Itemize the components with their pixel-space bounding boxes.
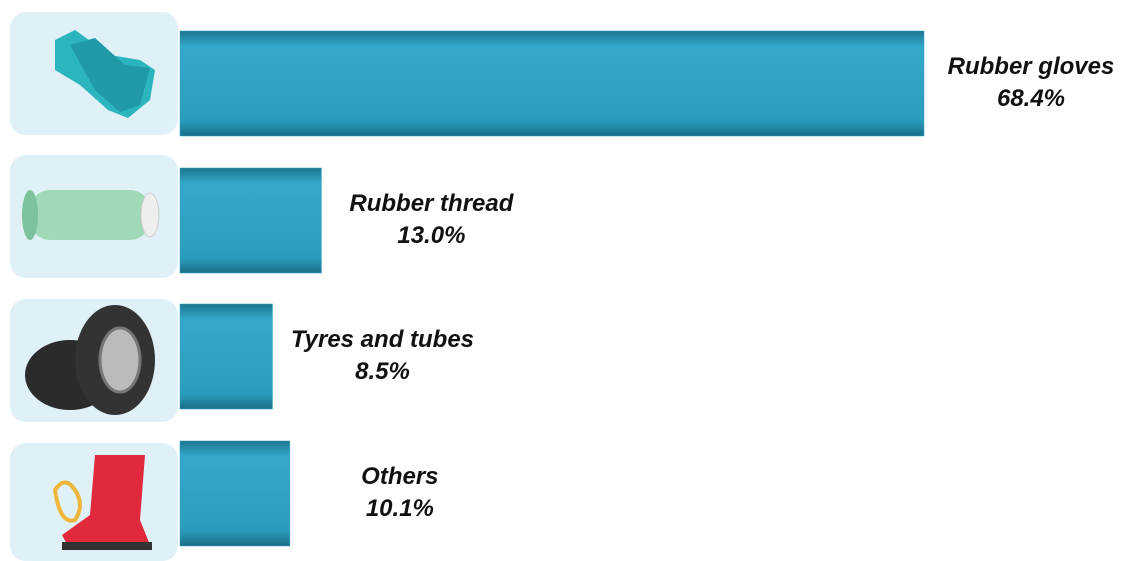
bar bbox=[179, 440, 291, 547]
value-label: 8.5% bbox=[355, 358, 410, 385]
spool-icon bbox=[22, 190, 160, 240]
bar bbox=[179, 303, 273, 410]
bar bbox=[179, 167, 322, 274]
value-label: 13.0% bbox=[397, 222, 465, 249]
category-label: Others bbox=[361, 463, 438, 490]
tyre-icon bbox=[25, 305, 155, 415]
category-label: Rubber thread bbox=[349, 190, 514, 217]
value-label: 10.1% bbox=[366, 495, 434, 522]
glove-icon bbox=[55, 30, 155, 118]
value-label: 68.4% bbox=[997, 85, 1065, 112]
category-label: Tyres and tubes bbox=[291, 326, 474, 353]
bar bbox=[179, 30, 925, 137]
boot-icon bbox=[52, 455, 152, 550]
category-label: Rubber gloves bbox=[948, 53, 1115, 80]
